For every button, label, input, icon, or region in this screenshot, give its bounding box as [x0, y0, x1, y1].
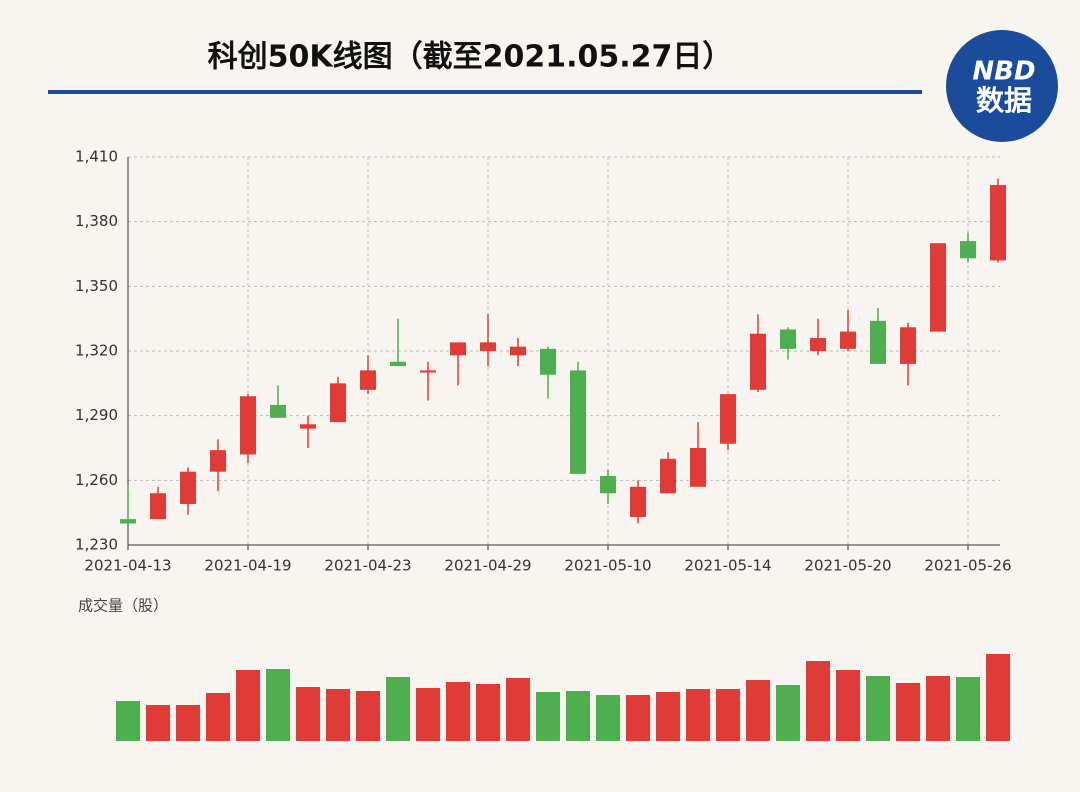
- candle-body: [360, 370, 376, 390]
- candle-body: [990, 185, 1006, 261]
- volume-bar: [686, 689, 710, 741]
- y-tick-label: 1,350: [75, 277, 118, 295]
- logo-text: NBD: [972, 57, 1035, 87]
- candle-body: [420, 370, 436, 373]
- candle-body: [450, 342, 466, 356]
- volume-bar: [746, 680, 770, 741]
- candle-body: [660, 458, 676, 494]
- volume-bar: [266, 669, 290, 741]
- volume-bar: [386, 677, 410, 741]
- candle-body: [900, 327, 916, 364]
- volume-bar: [506, 678, 530, 741]
- volume-bar: [296, 687, 320, 741]
- x-tick-label: 2021-05-10: [564, 557, 651, 575]
- volume-bar: [866, 676, 890, 741]
- volume-label: 成交量（股）: [78, 597, 168, 615]
- candle-body: [960, 241, 976, 259]
- volume-bar: [446, 682, 470, 741]
- y-tick-label: 1,320: [75, 342, 118, 360]
- y-tick-label: 1,260: [75, 471, 118, 489]
- volume-bar: [146, 705, 170, 741]
- candle-body: [210, 450, 226, 472]
- candle-body: [270, 404, 286, 418]
- candle-body: [570, 370, 586, 474]
- candle-body: [240, 396, 256, 455]
- y-tick-label: 1,410: [75, 148, 118, 166]
- candle-body: [810, 338, 826, 351]
- x-tick-label: 2021-04-13: [84, 557, 171, 575]
- candle-body: [630, 486, 646, 517]
- candle-body: [330, 383, 346, 423]
- x-tick-label: 2021-04-23: [324, 557, 411, 575]
- x-tick-label: 2021-05-26: [924, 557, 1011, 575]
- volume-bar: [926, 676, 950, 741]
- x-tick-label: 2021-05-14: [684, 557, 771, 575]
- volume-bar: [596, 695, 620, 741]
- y-tick-label: 1,380: [75, 212, 118, 230]
- volume-bar: [836, 670, 860, 741]
- y-tick-label: 1,230: [75, 536, 118, 554]
- volume-bar: [716, 689, 740, 741]
- volume-bar: [626, 695, 650, 741]
- candle-body: [390, 361, 406, 367]
- volume-bar: [896, 683, 920, 741]
- volume-bar: [536, 692, 560, 741]
- volume-bar: [416, 688, 440, 741]
- candle-body: [150, 493, 166, 520]
- x-tick-label: 2021-05-20: [804, 557, 891, 575]
- volume-bar: [326, 689, 350, 741]
- volume-bar: [806, 661, 830, 741]
- volume-bar: [206, 693, 230, 741]
- x-tick-label: 2021-04-19: [204, 557, 291, 575]
- candle-body: [180, 471, 196, 505]
- candle-body: [840, 331, 856, 349]
- volume-bar: [476, 684, 500, 741]
- candle-body: [930, 243, 946, 332]
- logo-badge: [946, 30, 1058, 142]
- candle-body: [120, 519, 136, 524]
- y-tick-label: 1,290: [75, 406, 118, 424]
- candle-body: [480, 342, 496, 351]
- volume-bar: [776, 685, 800, 741]
- candle-body: [510, 346, 526, 356]
- candle-body: [300, 424, 316, 429]
- logo-text: 数据: [976, 84, 1032, 117]
- candle-body: [720, 394, 736, 444]
- volume-bar: [986, 654, 1010, 741]
- volume-bar: [566, 691, 590, 741]
- chart-title: 科创50K线图（截至2021.05.27日）: [208, 40, 733, 75]
- x-tick-label: 2021-04-29: [444, 557, 531, 575]
- candle-body: [750, 333, 766, 390]
- candle-body: [540, 348, 556, 375]
- volume-bar: [956, 677, 980, 741]
- volume-bar: [116, 701, 140, 741]
- volume-bar: [356, 691, 380, 741]
- volume-bar: [656, 692, 680, 741]
- volume-bar: [176, 705, 200, 741]
- candle-body: [600, 476, 616, 494]
- volume-bar: [236, 670, 260, 741]
- title-rule: [48, 90, 922, 94]
- candle-body: [780, 329, 796, 349]
- candle-body: [690, 448, 706, 487]
- candle-body: [870, 320, 886, 364]
